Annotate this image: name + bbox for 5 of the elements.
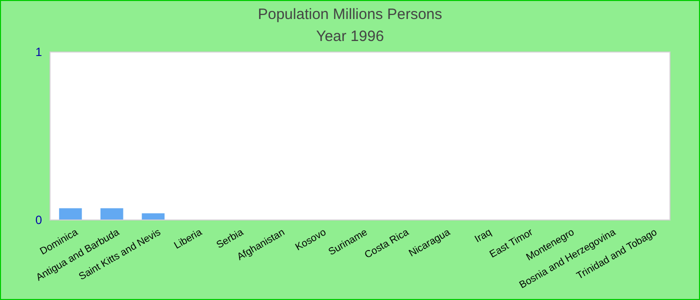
y-tick-label: 1 — [35, 45, 42, 59]
y-tick-label: 0 — [35, 213, 42, 227]
chart-subtitle: Year 1996 — [316, 28, 384, 45]
chart-title: Population Millions Persons — [258, 6, 442, 23]
x-tick-label: Iraq — [473, 227, 494, 246]
